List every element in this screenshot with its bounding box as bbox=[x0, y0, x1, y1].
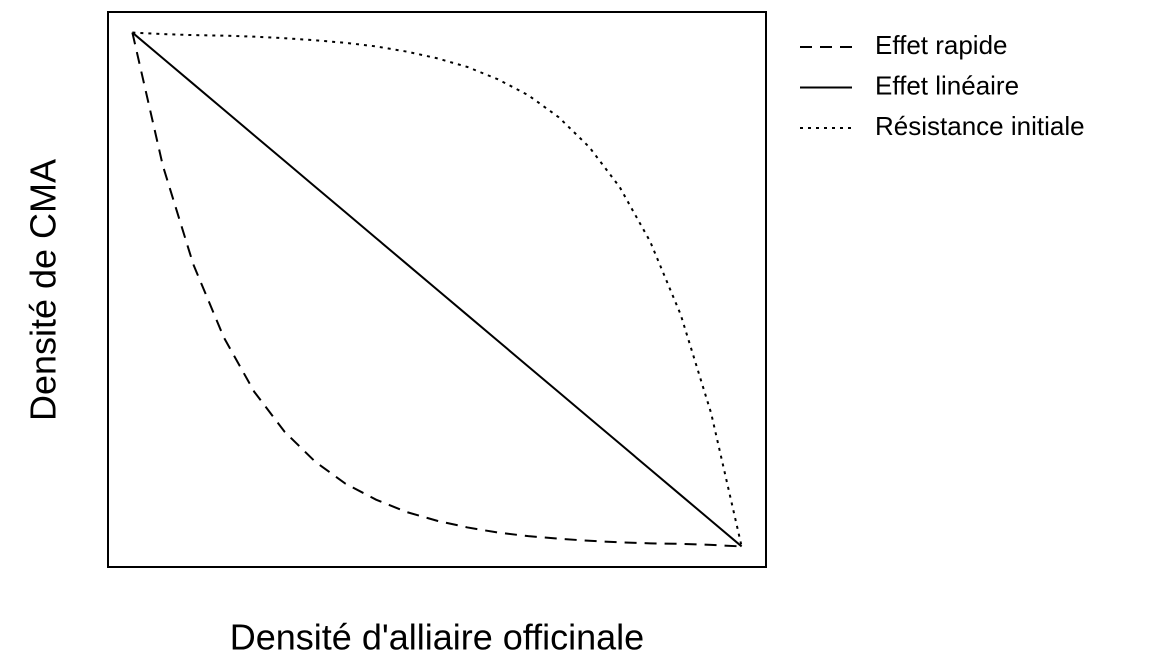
plot-frame bbox=[107, 11, 767, 568]
y-axis-label: Densité de CMA bbox=[23, 159, 64, 421]
series-line bbox=[131, 31, 743, 548]
series-line bbox=[131, 32, 742, 548]
x-axis-label: Densité d'alliaire officinale bbox=[230, 617, 644, 658]
legend-label: Effet linéaire bbox=[875, 70, 1019, 100]
series-line bbox=[132, 31, 743, 547]
legend-label: Effet rapide bbox=[875, 30, 1008, 60]
legend-label: Résistance initiale bbox=[875, 111, 1085, 141]
